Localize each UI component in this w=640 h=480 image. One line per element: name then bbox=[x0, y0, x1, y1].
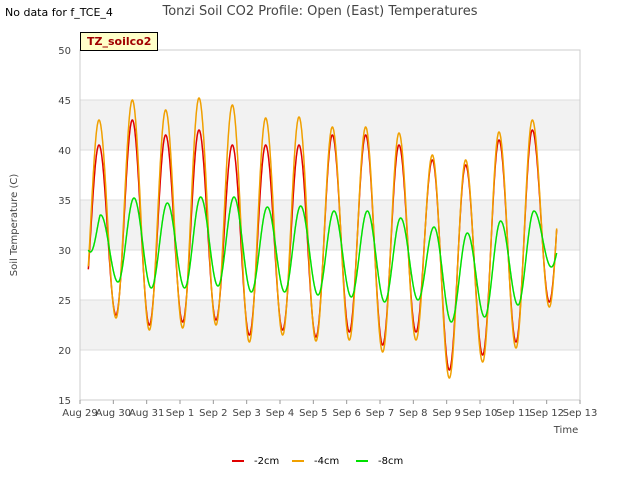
x-axis-label: Time bbox=[553, 425, 578, 436]
chart-title: Tonzi Soil CO2 Profile: Open (East) Temp… bbox=[162, 4, 478, 19]
x-tick-label: Sep 9 bbox=[432, 408, 460, 419]
y-tick-label: 35 bbox=[58, 196, 71, 207]
y-tick-label: 20 bbox=[58, 346, 71, 357]
no-data-notice: No data for f_TCE_4 bbox=[5, 6, 113, 19]
y-tick-label: 40 bbox=[58, 146, 71, 157]
legend-label: -4cm bbox=[314, 456, 339, 467]
x-tick-label: Sep 7 bbox=[366, 408, 394, 419]
site-badge[interactable]: TZ_soilco2 bbox=[80, 32, 159, 51]
x-tick-label: Sep 1 bbox=[166, 408, 194, 419]
y-tick-label: 45 bbox=[58, 96, 71, 107]
y-tick-label: 30 bbox=[58, 246, 71, 257]
legend: -2cm -4cm -8cm bbox=[232, 456, 403, 467]
legend-label: -2cm bbox=[254, 456, 279, 467]
plot-band bbox=[80, 300, 580, 350]
x-tick-label: Aug 31 bbox=[129, 408, 164, 419]
x-tick-label: Sep 12 bbox=[529, 408, 564, 419]
x-tick-label: Sep 13 bbox=[563, 408, 598, 419]
x-tick-label: Sep 10 bbox=[463, 408, 498, 419]
x-tick-label: Sep 11 bbox=[496, 408, 531, 419]
y-tick-label: 50 bbox=[58, 46, 71, 57]
x-tick-label: Sep 2 bbox=[199, 408, 227, 419]
x-tick-label: Sep 8 bbox=[399, 408, 427, 419]
legend-label: -8cm bbox=[378, 456, 403, 467]
x-tick-label: Aug 29 bbox=[62, 408, 97, 419]
x-tick-label: Sep 4 bbox=[266, 408, 294, 419]
y-tick-label: 25 bbox=[58, 296, 71, 307]
plot-area bbox=[79, 49, 581, 401]
x-tick-label: Sep 3 bbox=[232, 408, 260, 419]
y-tick-label: 15 bbox=[58, 396, 71, 407]
series-line-minus4cm bbox=[87, 97, 558, 379]
series-line-minus8cm bbox=[87, 196, 558, 323]
x-tick-label: Sep 6 bbox=[332, 408, 360, 419]
x-tick-label: Sep 5 bbox=[299, 408, 327, 419]
x-tick-label: Aug 30 bbox=[96, 408, 131, 419]
y-axis-label: Soil Temperature (C) bbox=[9, 174, 20, 277]
